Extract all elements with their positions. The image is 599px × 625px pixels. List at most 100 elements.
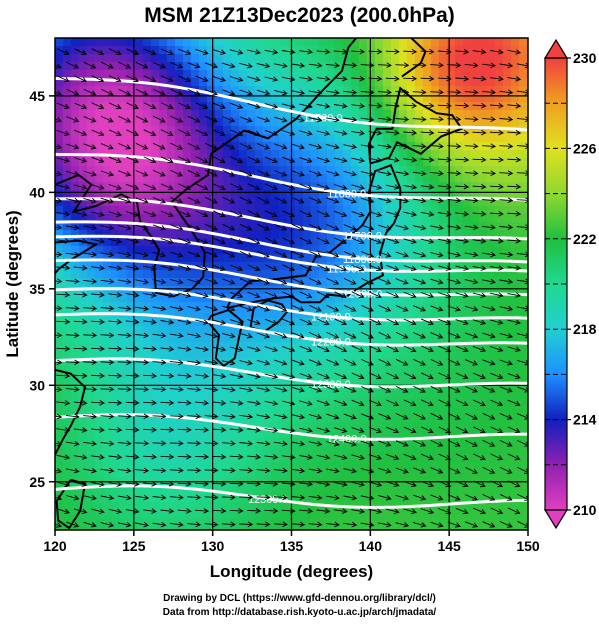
heatmap-cell: [447, 262, 456, 271]
heatmap-cell: [143, 110, 152, 119]
heatmap-cell: [319, 94, 328, 103]
heatmap-cell: [135, 302, 144, 311]
heatmap-cell: [463, 134, 472, 143]
heatmap-cell: [311, 494, 320, 503]
heatmap-cell: [471, 254, 480, 263]
heatmap-cell: [151, 526, 160, 530]
heatmap-cell: [415, 414, 424, 423]
wind-arrow: [221, 467, 236, 474]
heatmap-cell: [79, 142, 88, 151]
heatmap-cell: [87, 246, 96, 255]
heatmap-cell: [239, 382, 248, 391]
wind-arrow: [309, 250, 322, 258]
wind-arrow: [386, 264, 400, 272]
heatmap-cell: [503, 510, 512, 519]
heatmap-cell: [231, 46, 240, 55]
heatmap-cell: [335, 438, 344, 447]
heatmap-cell: [319, 454, 328, 463]
wind-arrow: [91, 265, 105, 271]
heatmap-cell: [367, 526, 376, 530]
heatmap-cell: [207, 310, 216, 319]
wind-arrow: [177, 427, 192, 433]
heatmap-cell: [87, 390, 96, 399]
heatmap-cell: [391, 46, 400, 55]
heatmap-cell: [175, 502, 184, 511]
wind-arrow: [420, 102, 435, 109]
heatmap-cell: [191, 294, 200, 303]
heatmap-cell: [503, 126, 512, 135]
heatmap-cell: [79, 518, 88, 527]
heatmap-cell: [295, 62, 304, 71]
heatmap-cell: [95, 294, 104, 303]
heatmap-cell: [303, 406, 312, 415]
heatmap-cell: [143, 150, 152, 159]
heatmap-cell: [367, 374, 376, 383]
heatmap-cell: [479, 526, 488, 530]
heatmap-cell: [271, 246, 280, 255]
heatmap-cell: [175, 174, 184, 183]
heatmap-cell: [87, 174, 96, 183]
heatmap-cell: [247, 302, 256, 311]
wind-arrow: [334, 372, 348, 380]
heatmap-cell: [55, 46, 64, 55]
heatmap-cell: [223, 462, 232, 471]
contour-label: 11900.0: [327, 264, 366, 276]
geopotential-contours: 11500.011600.011700.011800.011900.012000…: [55, 76, 528, 509]
heatmap-cell: [487, 118, 496, 127]
heatmap-cell: [143, 214, 152, 223]
heatmap-cell: [303, 286, 312, 295]
wind-arrow: [317, 291, 330, 299]
heatmap-cell: [519, 438, 528, 447]
heatmap-cell: [399, 510, 408, 519]
heatmap-cell: [255, 374, 264, 383]
heatmap-cell: [335, 254, 344, 263]
heatmap-cell: [495, 286, 504, 295]
wind-arrow: [472, 292, 487, 298]
wind-arrow: [395, 278, 409, 285]
heatmap-cell: [359, 158, 368, 167]
heatmap-cell: [367, 310, 376, 319]
heatmap-cell: [103, 230, 112, 239]
heatmap-cell: [463, 190, 472, 199]
heatmap-cell: [511, 78, 520, 87]
heatmap-cell: [407, 294, 416, 303]
heatmap-cell: [295, 414, 304, 423]
heatmap-cell: [175, 78, 184, 87]
wind-arrow: [413, 467, 427, 474]
wind-arrow: [264, 318, 278, 326]
heatmap-cell: [279, 430, 288, 439]
heatmap-cell: [295, 454, 304, 463]
heatmap-cell: [263, 190, 272, 199]
heatmap-cell: [183, 502, 192, 511]
heatmap-cell: [151, 134, 160, 143]
coast-honshu: [226, 164, 402, 310]
heatmap-cell: [55, 454, 64, 463]
heatmap-cell: [151, 190, 160, 199]
heatmap-cell: [215, 454, 224, 463]
wind-arrow: [66, 116, 80, 123]
heatmap-cell: [423, 174, 432, 183]
heatmap-cell: [343, 390, 352, 399]
heatmap-cell: [263, 166, 272, 175]
wind-arrow: [187, 278, 201, 285]
heatmap-cell: [279, 470, 288, 479]
wind-arrow: [55, 224, 63, 231]
heatmap-cell: [207, 390, 216, 399]
heatmap-cell: [207, 46, 216, 55]
wind-arrow: [91, 75, 105, 83]
heatmap-cell: [351, 278, 360, 287]
heatmap-cell: [383, 158, 392, 167]
heatmap-cell: [87, 518, 96, 527]
heatmap-cell: [511, 238, 520, 247]
wind-arrow: [212, 319, 227, 325]
heatmap-cell: [167, 206, 176, 215]
heatmap-cell: [175, 38, 184, 47]
heatmap-cell: [87, 270, 96, 279]
wind-arrow: [281, 49, 296, 55]
heatmap-cell: [103, 278, 112, 287]
heatmap-cell: [71, 294, 80, 303]
heatmap-cell: [71, 246, 80, 255]
heatmap-cell: [103, 398, 112, 407]
wind-arrow: [395, 358, 409, 366]
wind-arrow: [343, 197, 357, 204]
